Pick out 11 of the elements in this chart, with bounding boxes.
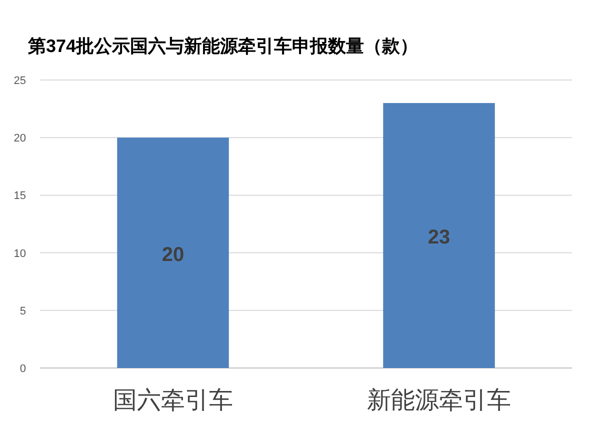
y-tick-label: 25	[14, 75, 26, 87]
data-label: 23	[428, 226, 450, 249]
y-tick-label: 0	[20, 363, 26, 375]
x-tick-label: 新能源牵引车	[367, 387, 511, 414]
chart-title: 第374批公示国六与新能源牵引车申报数量（款）	[27, 36, 418, 56]
data-label: 20	[162, 244, 184, 266]
x-tick-label: 国六牵引车	[113, 387, 233, 414]
y-tick-label: 5	[20, 305, 26, 318]
y-tick-label: 15	[14, 190, 26, 202]
y-tick-label: 10	[14, 248, 26, 260]
y-tick-label: 20	[14, 132, 26, 145]
